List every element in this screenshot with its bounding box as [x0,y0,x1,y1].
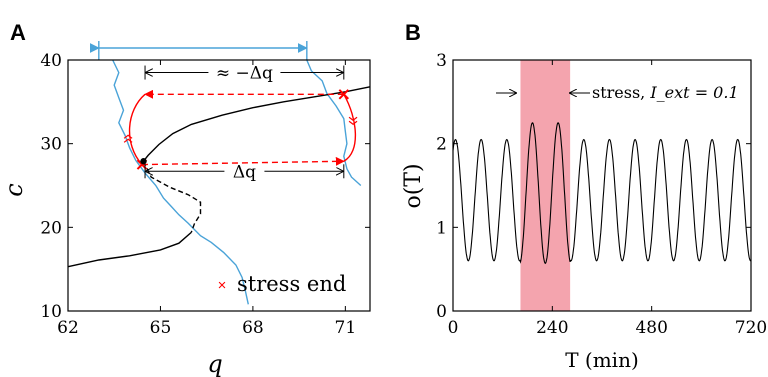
b-ytick-label: 1 [436,218,447,238]
right-chevron-a [348,116,358,121]
stress-annotation-prefix: stress, [592,83,650,102]
panel-a-axes-frame [67,59,371,312]
panel-a-bifurcation-curve [67,86,371,268]
legend-marker: × [218,277,227,294]
a-ytick-label: 20 [40,218,62,238]
panel-a-trajectories [112,59,362,305]
a-ytick-label: 10 [40,302,62,322]
a-xtick-label: 71 [335,318,357,338]
panel-a-y-axis-label: c [0,183,28,196]
equilibrium-point [140,158,147,165]
b-xtick-label: 480 [635,318,667,338]
panel-b-stress-band [520,60,571,311]
b-xtick-label: 0 [448,318,459,338]
a-xtick-label: 65 [150,318,172,338]
stress-return-right [343,93,357,162]
b-xtick-label: 240 [536,318,568,338]
stress-return-left [128,93,146,166]
trajectory-line-4 [306,59,362,187]
panel-a-letter: A [10,20,26,45]
a-xtick-label: 68 [242,318,264,338]
b-ytick-label: 3 [436,51,447,71]
panel-b-oscillation-line [452,122,752,265]
panel-a-delta-q-annotations: ≈ −Δq Δq [144,64,345,182]
b-ytick-label: 2 [436,135,447,155]
bifurcation-branch-0 [142,86,371,162]
panel-b-stress-annotation: stress, I_ext = 0.1 [496,83,739,102]
stress-annotation-math: I_ext = 0.1 [649,83,738,102]
trajectory-line-3 [112,59,249,305]
delta-q-label-0: ≈ −Δq [216,64,273,84]
a-xtick-label: 62 [57,318,79,338]
panel-b: B 0 240 480 720 0 1 2 3 stress, I_ext = 0.1 T (… [401,20,767,372]
legend-label: stress end [237,272,346,296]
panel-b-x-axis-label: T (min) [565,348,639,372]
b-ytick-label: 0 [436,302,447,322]
stress-end-marker-1-b [338,89,350,100]
bifurcation-branch-2 [67,231,192,268]
b-xtick-label: 720 [735,318,767,338]
left-chevron-b [123,138,133,143]
panel-a-stress-paths [123,89,358,170]
stress-annotation-text: stress, I_ext = 0.1 [592,83,739,102]
panel-a-x-axis-label: q [207,350,222,377]
left-chevron-a [123,134,133,139]
stress-path-0 [141,156,345,166]
a-ytick-label: 40 [40,51,62,71]
panel-b-letter: B [405,20,421,45]
panel-b-axes-frame [452,59,752,312]
panel-b-y-axis-label: o(T) [401,163,426,208]
panel-b-ticks: 0 240 480 720 0 1 2 3 [436,51,767,338]
panel-a-legend: × stress end [218,272,347,296]
right-chevron-b [348,120,358,125]
delta-q-label-1: Δq [233,162,256,182]
a-ytick-label: 30 [40,135,62,155]
panel-a-ticks: 62 65 68 71 10 20 30 40 [40,51,370,338]
panel-a-blue-span-arrow [89,41,308,60]
bifurcation-branch-1 [142,160,202,233]
